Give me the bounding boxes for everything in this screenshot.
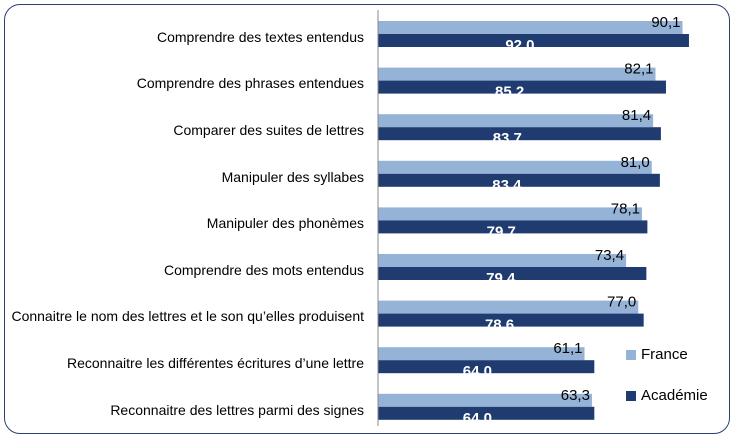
category-label: Comparer des suites de lettres	[173, 121, 364, 138]
bar	[378, 300, 639, 314]
value-label: 85.2	[495, 84, 524, 101]
category-label: Comprendre des phrases entendues	[136, 75, 364, 92]
bar	[378, 80, 666, 94]
bar	[378, 254, 627, 267]
category-label: Manipuler des syllabes	[221, 168, 364, 185]
bar	[378, 220, 648, 234]
value-label: 79.7	[487, 223, 516, 240]
category-label: Comprendre des mots entendus	[164, 261, 364, 278]
value-label: 83.7	[493, 130, 522, 147]
category-label: Manipuler des phonèmes	[206, 215, 364, 232]
bar	[378, 114, 654, 128]
bar	[378, 34, 689, 47]
bar	[378, 347, 585, 361]
value-label: 81,4	[622, 107, 651, 124]
legend-label: France	[641, 346, 688, 363]
value-label: 61,1	[553, 340, 582, 357]
bar	[378, 160, 652, 174]
category-label: Comprendre des textes entendus	[156, 28, 364, 45]
bar	[378, 207, 642, 221]
bar	[378, 360, 595, 374]
bar	[378, 127, 661, 141]
value-label: 64.0	[463, 363, 492, 380]
value-label: 82,1	[624, 61, 653, 78]
category-label: Connaitre le nom des lettres et le son q…	[11, 308, 364, 325]
bar	[378, 173, 660, 187]
value-label: 64.0	[463, 410, 492, 426]
bar	[378, 406, 595, 420]
value-label: 78,1	[611, 200, 640, 217]
bar	[378, 21, 683, 34]
value-label: 90,1	[651, 14, 680, 31]
bar	[378, 267, 647, 280]
bar	[378, 393, 592, 407]
legend-swatch	[626, 391, 636, 401]
value-label: 78.6	[485, 317, 514, 334]
value-label: 81,0	[621, 154, 650, 171]
value-label: 63,3	[561, 387, 590, 404]
value-label: 77,0	[607, 294, 636, 311]
value-label: 79.4	[486, 270, 516, 287]
value-label: 92.0	[505, 37, 534, 54]
value-label: 73,4	[595, 247, 624, 264]
bar	[378, 67, 656, 81]
category-label: Reconnaitre des lettres parmi des signes	[110, 401, 364, 418]
bar	[378, 313, 644, 327]
legend-swatch	[626, 350, 636, 360]
category-label: Reconnaitre les différentes écritures d’…	[66, 354, 364, 371]
value-label: 83.4	[492, 177, 522, 194]
legend-label: Académie	[641, 387, 708, 404]
